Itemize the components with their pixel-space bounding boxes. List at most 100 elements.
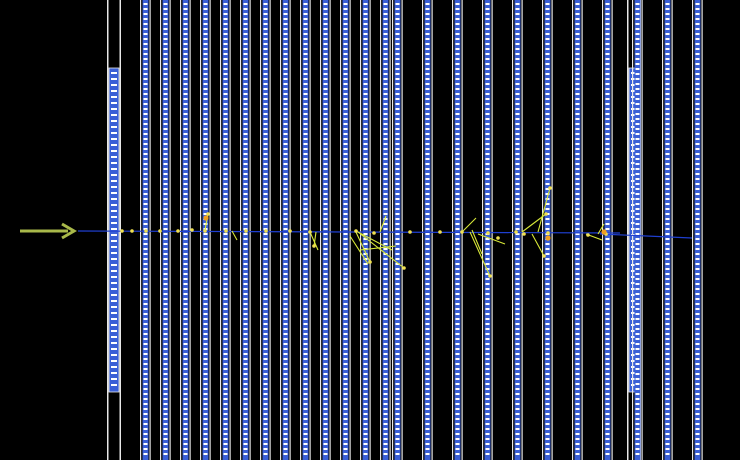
plane-cell: [636, 33, 640, 35]
plane-cell: [546, 163, 550, 165]
plane-cell: [636, 213, 640, 215]
plane-cell: [364, 398, 368, 400]
plane-cell: [264, 313, 268, 315]
plane-cell: [396, 103, 400, 105]
plane-cell: [396, 228, 400, 230]
plane-cell: [486, 188, 490, 190]
plane-cell: [164, 328, 168, 330]
plane-cell: [516, 213, 520, 215]
plane-cell: [224, 438, 228, 440]
plane-cell: [304, 303, 308, 305]
plane-cell: [264, 168, 268, 170]
plane-cell: [396, 68, 400, 70]
plane-cell: [396, 53, 400, 55]
plane-cell: [456, 223, 460, 225]
plane-cell: [576, 43, 580, 45]
plane-cell: [396, 223, 400, 225]
plane-cell: [636, 368, 640, 370]
plane-cell: [696, 88, 700, 90]
plane-cell: [144, 163, 148, 165]
plane-cell: [304, 123, 308, 125]
cap-cell: [111, 192, 117, 194]
plane-cell: [456, 178, 460, 180]
hit-marker: [144, 229, 148, 233]
plane-cell: [396, 348, 400, 350]
plane-cell: [666, 328, 670, 330]
plane-cell: [576, 228, 580, 230]
plane-cell: [184, 278, 188, 280]
plane-cell: [304, 198, 308, 200]
plane-cell: [164, 18, 168, 20]
frame-line: [230, 0, 231, 460]
plane-cell: [384, 58, 388, 60]
plane-cell: [426, 193, 430, 195]
plane-cell: [344, 68, 348, 70]
plane-cell: [364, 173, 368, 175]
cap-cell: [111, 246, 117, 248]
plane-cell: [696, 298, 700, 300]
plane-cell: [284, 273, 288, 275]
plane-cell: [144, 83, 148, 85]
plane-cell: [384, 98, 388, 100]
plane-cell: [576, 438, 580, 440]
plane-cell: [204, 448, 208, 450]
hit-marker: [522, 232, 526, 236]
plane-cell: [184, 13, 188, 15]
plane-cell: [144, 48, 148, 50]
plane-cell: [384, 453, 388, 455]
plane-cell: [696, 153, 700, 155]
plane-cell: [486, 303, 490, 305]
plane-cell: [244, 98, 248, 100]
plane-cell: [696, 168, 700, 170]
plane-cell: [284, 268, 288, 270]
plane-cell: [284, 388, 288, 390]
plane-cell: [344, 173, 348, 175]
plane-cell: [184, 103, 188, 105]
plane-cell: [576, 128, 580, 130]
plane-cell: [364, 388, 368, 390]
plane-cell: [164, 378, 168, 380]
plane-cell: [144, 258, 148, 260]
plane-cell: [396, 283, 400, 285]
hit-marker: [402, 266, 406, 270]
plane-cell: [456, 398, 460, 400]
plane-cell: [546, 443, 550, 445]
plane-cell: [344, 248, 348, 250]
plane-cell: [384, 28, 388, 30]
plane-cell: [486, 443, 490, 445]
plane-cell: [384, 213, 388, 215]
plane-cell: [344, 83, 348, 85]
plane-cell: [606, 413, 610, 415]
plane-cell: [546, 118, 550, 120]
plane-cell: [204, 118, 208, 120]
frame-line: [582, 0, 583, 460]
plane-cell: [324, 328, 328, 330]
plane-cell: [224, 128, 228, 130]
plane-cell: [396, 18, 400, 20]
plane-cell: [244, 28, 248, 30]
plane-cell: [486, 333, 490, 335]
plane-cell: [606, 258, 610, 260]
plane-cell: [284, 393, 288, 395]
plane-cell: [396, 243, 400, 245]
plane-cell: [384, 163, 388, 165]
plane-cell: [364, 303, 368, 305]
plane-cell: [636, 48, 640, 50]
plane-cell: [396, 393, 400, 395]
plane-cell: [364, 403, 368, 405]
plane-cell: [426, 113, 430, 115]
plane-cell: [486, 338, 490, 340]
plane-cell: [304, 338, 308, 340]
plane-cell: [606, 398, 610, 400]
plane-cell: [636, 278, 640, 280]
plane-cell: [144, 63, 148, 65]
plane-cell: [666, 153, 670, 155]
plane-cell: [204, 103, 208, 105]
plane-cell: [344, 123, 348, 125]
cap-cell: [111, 366, 117, 368]
plane-cell: [324, 358, 328, 360]
plane-cell: [636, 418, 640, 420]
plane-cell: [324, 83, 328, 85]
plane-cell: [244, 403, 248, 405]
plane-cell: [344, 238, 348, 240]
